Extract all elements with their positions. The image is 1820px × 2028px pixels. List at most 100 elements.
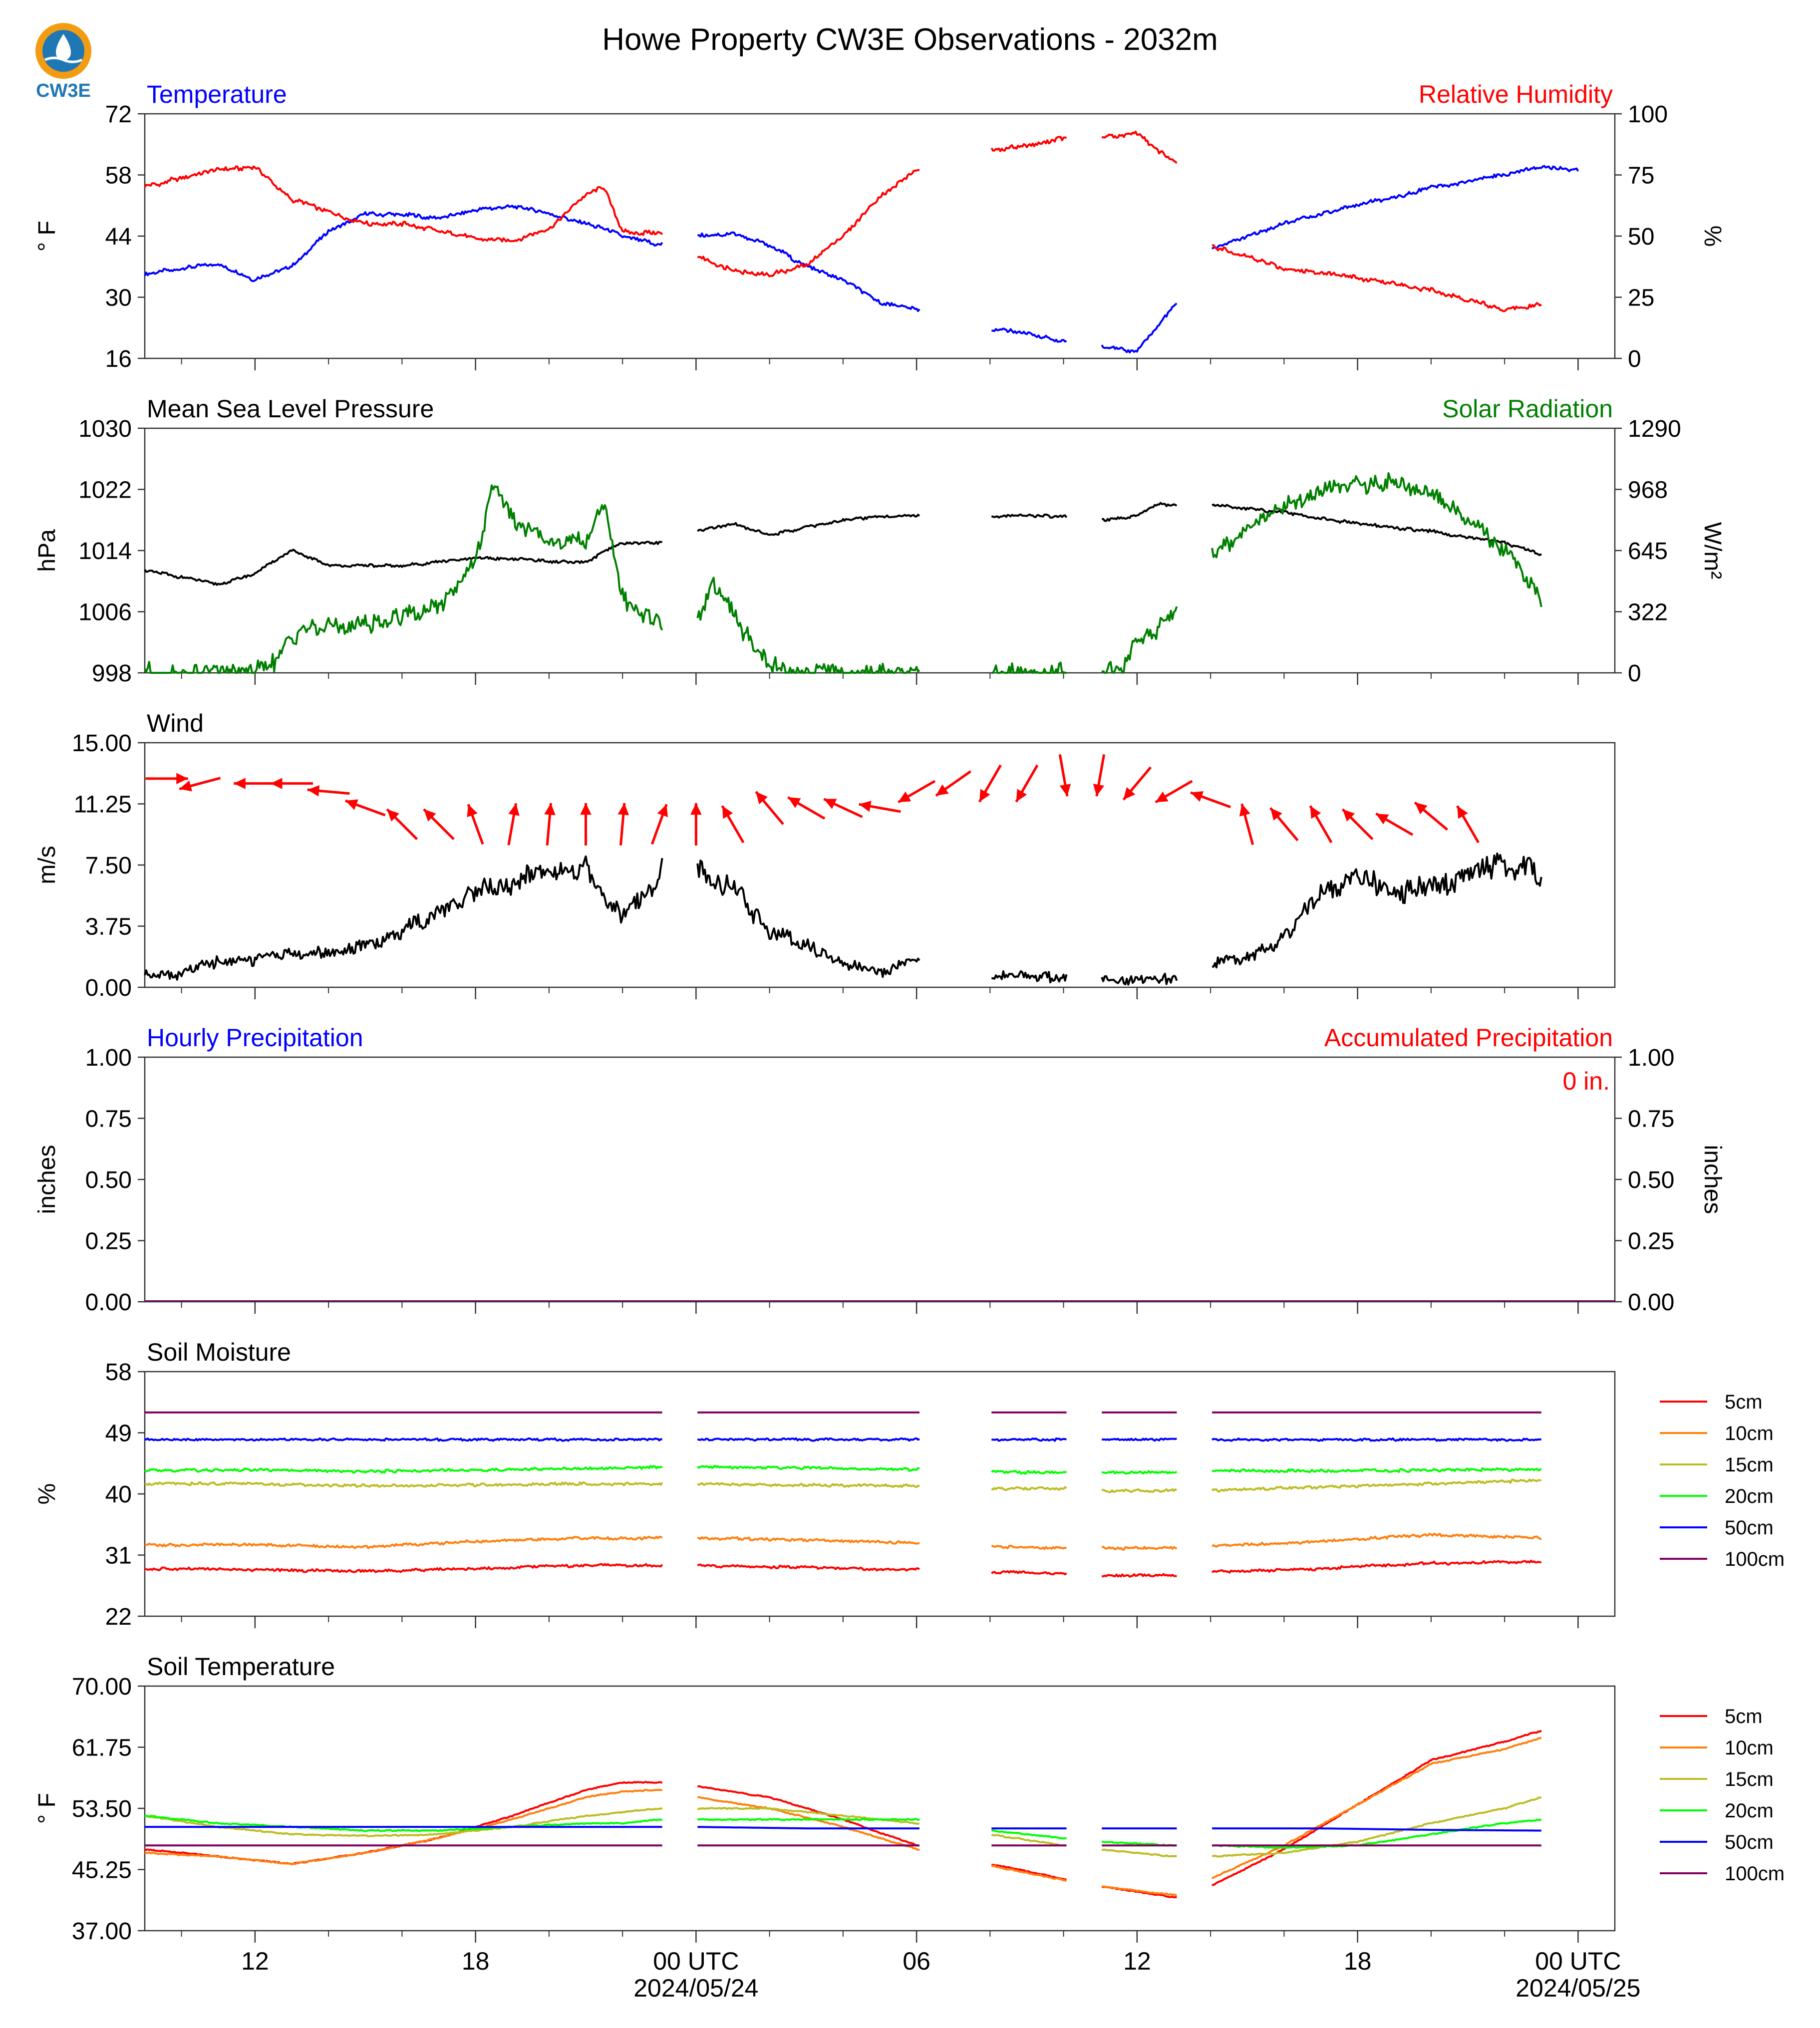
ytick-label-right: 322	[1628, 599, 1668, 626]
ytick-label-left: 0.25	[85, 1228, 132, 1255]
series-blue-line	[991, 327, 1067, 343]
panel-title-left: Soil Temperature	[147, 1653, 335, 1681]
wind-arrow-head	[1310, 806, 1321, 819]
ytick-label-right: 0.00	[1628, 1289, 1674, 1316]
legend-label: 100cm	[1725, 1863, 1785, 1885]
wind-arrow-head	[657, 804, 668, 818]
ylabel-left: ° F	[34, 221, 60, 252]
wind-arrow-head	[1270, 808, 1282, 821]
ytick-label-right: 0	[1628, 346, 1641, 372]
wind-arrow-head	[1155, 791, 1169, 803]
xtick-label: 12	[1123, 1947, 1151, 1975]
ytick-label-left: 37.00	[72, 1918, 132, 1945]
series-black-line	[1101, 972, 1178, 986]
xtick-label: 18	[1344, 1947, 1372, 1975]
series-5cm-line	[1101, 1573, 1177, 1578]
legend-label: 15cm	[1725, 1454, 1774, 1476]
wind-arrow-head	[179, 780, 192, 792]
series-10cm-line	[1102, 1545, 1178, 1551]
series-green-line	[1101, 606, 1178, 674]
ytick-label-left: 7.50	[85, 853, 132, 879]
series-5cm-line	[144, 1563, 663, 1573]
wind-arrow-head	[423, 809, 436, 822]
wind-arrow-head	[1342, 809, 1355, 822]
wind-arrow-head	[1016, 789, 1027, 802]
wind-arrow-head	[824, 799, 837, 809]
series-blue-line	[1211, 165, 1579, 250]
ytick-label-right: 0.50	[1628, 1167, 1674, 1193]
panel-title-left: Wind	[147, 709, 204, 737]
wind-arrow-head	[788, 797, 801, 808]
ylabel-left: hPa	[34, 529, 60, 572]
legend-label: 10cm	[1725, 1737, 1774, 1759]
ytick-label-left: 53.50	[72, 1796, 132, 1822]
ylabel-right: W/m²	[1699, 522, 1726, 579]
ytick-label-left: 0.50	[85, 1167, 132, 1193]
ytick-label-left: 3.75	[85, 914, 132, 940]
series-10cm-line	[697, 1536, 920, 1545]
wind-arrow-head	[234, 778, 246, 789]
wind-arrow-head	[1376, 814, 1389, 825]
series-50cm-line	[697, 1437, 920, 1442]
ytick-label-left: 0.75	[85, 1106, 132, 1133]
series-red-line	[1102, 130, 1178, 164]
series-green-line	[696, 577, 920, 674]
series-black-line	[697, 514, 920, 536]
series-20cm-line	[144, 1464, 663, 1474]
wind-arrow-head	[1457, 806, 1468, 819]
series-10cm-line	[1212, 1532, 1542, 1548]
figure-title: Howe Property CW3E Observations - 2032m	[602, 22, 1218, 57]
ytick-label-right: 100	[1628, 101, 1668, 128]
series-5cm-line	[1211, 1559, 1541, 1574]
ytick-label-left: 30	[105, 285, 132, 311]
wind-arrow-head	[271, 778, 283, 789]
ytick-label-left: 40	[105, 1481, 132, 1508]
panel-title-left: Soil Moisture	[147, 1338, 291, 1366]
ylabel-left: inches	[34, 1145, 60, 1214]
ytick-label-left: 22	[105, 1604, 132, 1630]
series-15cm-line	[991, 1486, 1067, 1491]
wind-arrow-head	[580, 803, 592, 815]
series-10cm-line	[991, 1544, 1067, 1550]
series-black-line	[144, 541, 662, 586]
legend-label: 10cm	[1725, 1423, 1774, 1445]
series-black-line	[1102, 502, 1178, 522]
panel-frame	[144, 427, 1616, 674]
series-20cm-line	[697, 1464, 920, 1472]
panel-5: Soil Temperature 37.00 45.25 53.50 61.75 70.0…	[34, 1653, 1785, 1945]
ytick-label-left: 998	[92, 660, 132, 687]
legend-label: 50cm	[1725, 1831, 1774, 1853]
series-black-line	[1212, 852, 1542, 969]
panel-2: Wind 0.00 3.75 7.50 11.25 15.00 m/s	[34, 709, 1616, 1001]
wind-arrow-head	[979, 789, 990, 802]
ytick-label-left: 0.00	[85, 1289, 132, 1316]
wind-arrow-head	[544, 803, 556, 816]
ytick-label-left: 11.25	[73, 792, 132, 818]
wind-arrow-head	[1093, 784, 1105, 797]
series-15cm-line	[697, 1482, 920, 1488]
xtick-label: 12	[241, 1947, 269, 1975]
series-10cm-line	[1101, 1885, 1177, 1896]
xtick-label: 18	[462, 1947, 490, 1975]
wind-arrow-head	[307, 785, 320, 797]
series-50cm-line	[697, 1826, 919, 1830]
ytick-label-left: 1006	[78, 599, 132, 626]
series-red-line	[144, 165, 663, 243]
ytick-label-left: 58	[105, 1359, 132, 1386]
ytick-label-left: 44	[105, 224, 132, 250]
series-20cm-line	[991, 1469, 1067, 1475]
series-15cm-line	[1101, 1848, 1177, 1858]
legend-label: 20cm	[1725, 1485, 1774, 1507]
ytick-label-right: 0.75	[1628, 1106, 1674, 1133]
series-black-line	[1212, 503, 1542, 556]
panel-frame	[144, 742, 1616, 988]
series-10cm-line	[697, 1796, 920, 1851]
series-15cm-line	[1212, 1796, 1542, 1858]
panel-frame	[144, 1371, 1616, 1617]
ytick-label-left: 1030	[78, 416, 132, 442]
series-15cm-line	[1211, 1478, 1542, 1493]
ytick-label-left: 0.00	[85, 975, 132, 1001]
series-red-line	[697, 169, 920, 278]
logo-drop	[56, 34, 71, 60]
